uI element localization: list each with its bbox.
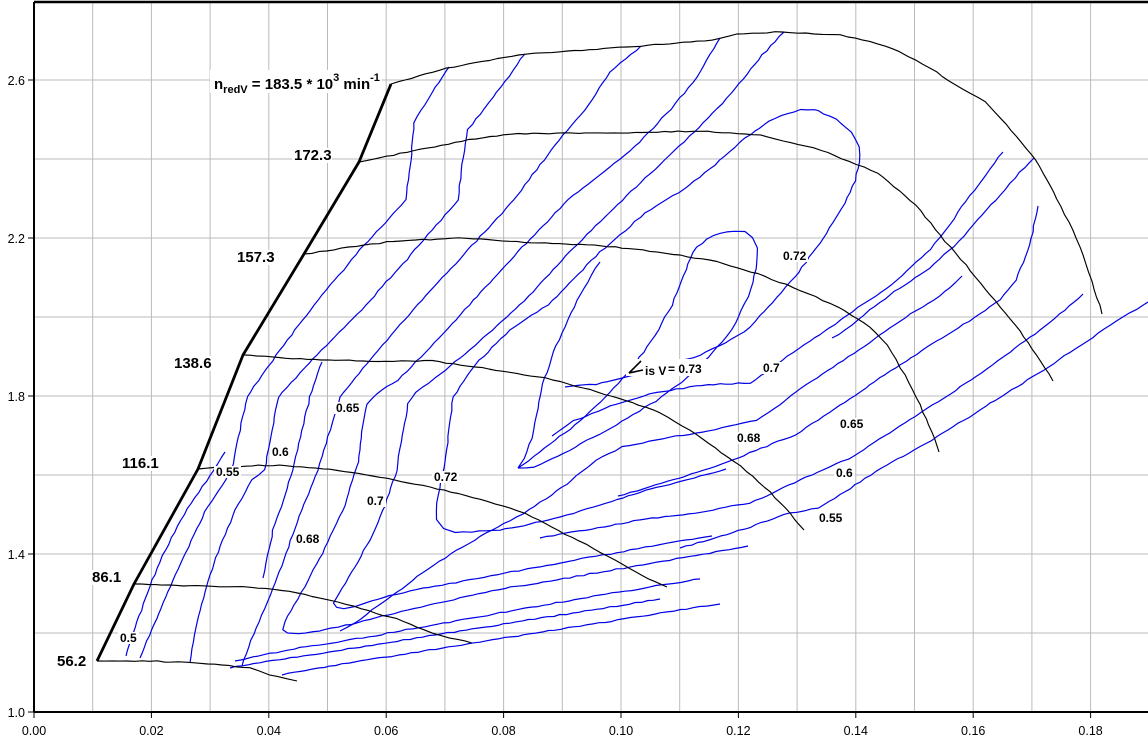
svg-text:0.16: 0.16: [961, 724, 985, 738]
svg-text:0.02: 0.02: [139, 724, 163, 738]
svg-text:0.55: 0.55: [216, 465, 240, 479]
svg-text:0.04: 0.04: [257, 724, 281, 738]
svg-text:0.68: 0.68: [296, 532, 320, 546]
svg-text:0.00: 0.00: [22, 724, 46, 738]
svg-text:= 0.73: = 0.73: [668, 362, 702, 376]
svg-text:1.4: 1.4: [8, 548, 25, 562]
svg-text:0.72: 0.72: [783, 249, 807, 263]
svg-text:56.2: 56.2: [57, 653, 86, 670]
svg-text:1.8: 1.8: [8, 390, 25, 404]
svg-text:nredV = 183.5 * 103 min-1: nredV = 183.5 * 103 min-1: [214, 72, 380, 96]
svg-text:1.0: 1.0: [8, 706, 25, 720]
svg-text:0.08: 0.08: [491, 724, 515, 738]
svg-text:0.6: 0.6: [272, 445, 289, 459]
svg-text:0.7: 0.7: [367, 494, 384, 508]
svg-text:157.3: 157.3: [237, 249, 275, 266]
svg-text:0.12: 0.12: [726, 724, 750, 738]
svg-text:0.7: 0.7: [763, 361, 780, 375]
svg-text:0.18: 0.18: [1078, 724, 1102, 738]
svg-text:172.3: 172.3: [294, 147, 332, 164]
svg-text:0.72: 0.72: [434, 470, 458, 484]
svg-text:0.10: 0.10: [609, 724, 633, 738]
svg-text:is V: is V: [645, 364, 666, 378]
svg-text:0.6: 0.6: [836, 466, 853, 480]
svg-text:0.14: 0.14: [844, 724, 868, 738]
svg-text:0.65: 0.65: [840, 417, 864, 431]
svg-text:0.5: 0.5: [120, 631, 137, 645]
svg-text:0.68: 0.68: [737, 431, 761, 445]
svg-text:0.06: 0.06: [374, 724, 398, 738]
svg-text:0.65: 0.65: [336, 401, 360, 415]
svg-text:0.55: 0.55: [819, 511, 843, 525]
svg-text:2.6: 2.6: [8, 74, 25, 88]
svg-text:2.2: 2.2: [8, 232, 25, 246]
svg-text:116.1: 116.1: [122, 455, 159, 472]
svg-text:86.1: 86.1: [92, 569, 121, 586]
svg-text:138.6: 138.6: [174, 355, 212, 372]
